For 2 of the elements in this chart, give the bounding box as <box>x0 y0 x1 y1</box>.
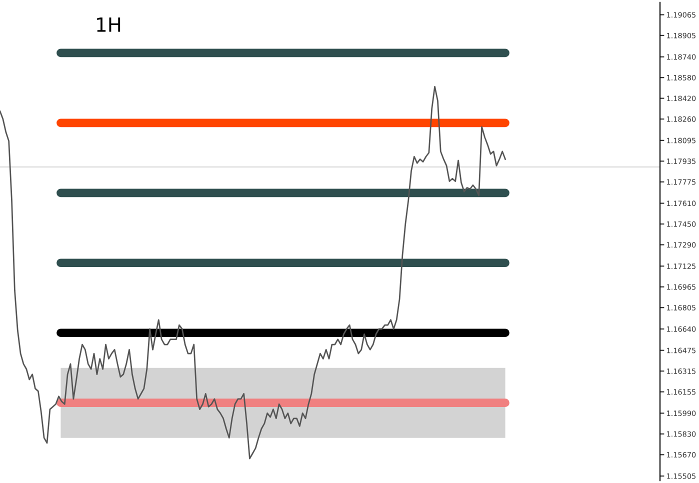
line-series <box>0 86 506 460</box>
annotation: 1H <box>97 18 120 32</box>
